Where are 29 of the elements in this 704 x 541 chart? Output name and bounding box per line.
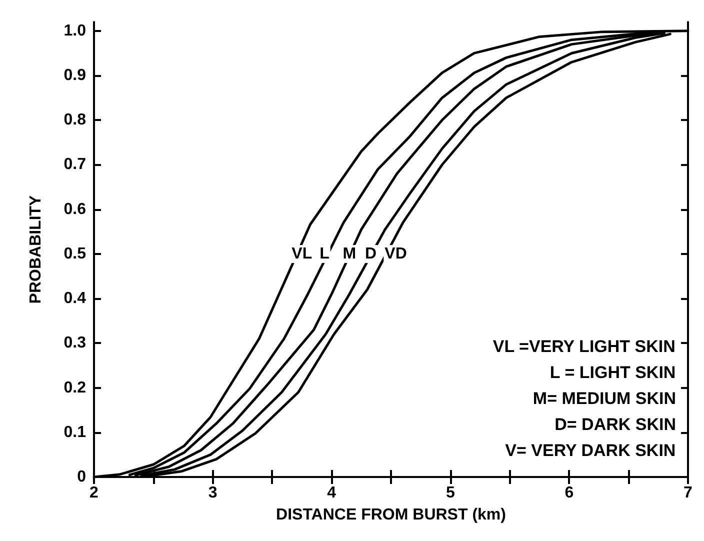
y-axis-title: PROBABILITY [28,194,44,304]
annotation: V= VERY DARK SKIN [505,441,676,460]
annotation: M [342,245,356,262]
y-tick-label: 0.6 [64,200,86,218]
annotation: VL [292,245,312,262]
y-tick-label: 0.4 [64,290,86,308]
x-tick-label: 7 [684,484,693,502]
y-tick-label: 0.7 [64,156,86,174]
x-axis-title: DISTANCE FROM BURST (km) [276,506,506,524]
y-tick-label: 0.5 [64,245,86,262]
annotation: L = LIGHT SKIN [550,363,676,382]
y-tick-label: 1.0 [64,22,86,40]
y-tick-label: 0.9 [64,67,86,84]
annotation: VD [384,245,407,262]
x-tick-label: 3 [208,484,218,502]
x-tick-label: 4 [327,484,336,502]
x-tick-label: 2 [90,484,99,502]
y-tick-label: 0.8 [64,112,86,129]
y-tick-label: 0.2 [64,379,86,396]
annotation: M= MEDIUM SKIN [532,389,676,408]
annotation: D= DARK SKIN [554,415,676,434]
annotation: D [365,245,377,262]
x-tick-label: 6 [564,484,574,502]
annotation: L [320,245,330,262]
y-tick-label: 0.1 [64,424,86,441]
annotation: VL =VERY LIGHT SKIN [492,337,676,356]
y-tick-label: 0.3 [64,334,86,352]
y-tick-label: 0 [77,468,86,486]
x-tick-label: 5 [446,484,455,502]
